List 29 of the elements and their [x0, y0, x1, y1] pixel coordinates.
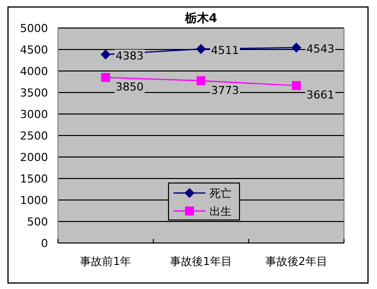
y-tick-label: 2000: [20, 151, 48, 164]
x-tick-label: 事故後2年目: [265, 255, 328, 268]
y-tick-label: 3000: [20, 108, 48, 121]
data-label: 4543: [306, 42, 334, 56]
y-tick-label: 4000: [20, 65, 48, 78]
point: [291, 42, 302, 53]
y-tick-label: 2500: [20, 130, 48, 142]
point: [292, 81, 301, 90]
x-tick-label: 事故後1年目: [170, 255, 232, 268]
x-tick-label: 事故前1年: [80, 255, 132, 268]
legend-label: 出生: [210, 205, 232, 218]
y-tick-label: 1000: [20, 194, 48, 207]
point: [196, 76, 206, 86]
data-label: 3661: [306, 88, 334, 102]
data-label: 4511: [211, 44, 239, 58]
legend-label: 死亡: [210, 187, 232, 200]
y-tick-label: 5000: [20, 22, 48, 35]
data-label: 4383: [116, 50, 144, 63]
point: [100, 50, 111, 60]
point: [196, 44, 206, 54]
y-tick-label: 4500: [20, 44, 48, 56]
y-tick-label: 500: [27, 216, 48, 228]
point: [101, 72, 110, 82]
data-label: 3773: [211, 84, 239, 97]
y-tick-label: 1500: [20, 172, 48, 186]
data-label: 3850: [116, 80, 144, 94]
y-tick-label: 3500: [20, 86, 48, 100]
y-tick-label: 0: [41, 237, 48, 250]
chart-title: 栃木4: [184, 11, 218, 25]
